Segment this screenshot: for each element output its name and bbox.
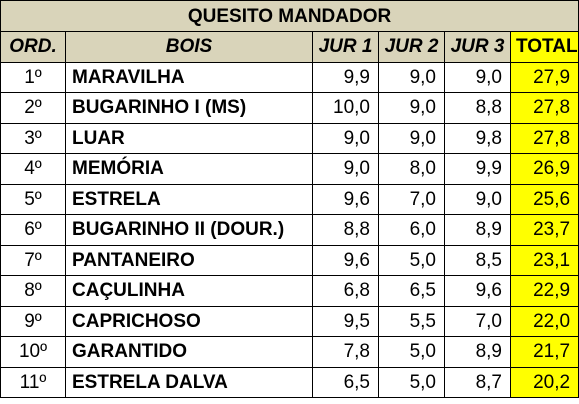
cell-jur1: 9,9 bbox=[312, 61, 379, 93]
cell-ord: 9º bbox=[0, 305, 66, 337]
header-jur3: JUR 3 bbox=[444, 31, 511, 63]
cell-jur3: 9,0 bbox=[444, 183, 511, 215]
cell-jur1: 9,0 bbox=[312, 153, 379, 185]
cell-total: 21,7 bbox=[509, 336, 579, 368]
table-row: 1º MARAVILHA 9,9 9,0 9,0 27,9 bbox=[0, 61, 579, 93]
header-ord: ORD. bbox=[0, 31, 66, 63]
cell-ord: 10º bbox=[0, 336, 66, 368]
table-row: 6º BUGARINHO II (DOUR.) 8,8 6,0 8,9 23,7 bbox=[0, 214, 579, 246]
cell-jur3: 8,9 bbox=[444, 336, 511, 368]
table-title: QUESITO MANDADOR bbox=[0, 0, 579, 32]
table-row: 8º CAÇULINHA 6,8 6,5 9,6 22,9 bbox=[0, 275, 579, 307]
cell-total: 23,1 bbox=[509, 244, 579, 276]
table-row: 4º MEMÓRIA 9,0 8,0 9,9 26,9 bbox=[0, 153, 579, 185]
cell-jur1: 9,6 bbox=[312, 183, 379, 215]
cell-jur3: 9,8 bbox=[444, 122, 511, 154]
table-row: 11º ESTRELA DALVA 6,5 5,0 8,7 20,2 bbox=[0, 366, 579, 398]
cell-jur1: 7,8 bbox=[312, 336, 379, 368]
cell-total: 26,9 bbox=[509, 153, 579, 185]
header-bois: BOIS bbox=[65, 31, 313, 63]
header-jur1: JUR 1 bbox=[312, 31, 379, 63]
cell-jur2: 5,5 bbox=[378, 305, 445, 337]
cell-bois: ESTRELA bbox=[65, 183, 313, 215]
cell-jur3: 8,8 bbox=[444, 92, 511, 124]
cell-ord: 7º bbox=[0, 244, 66, 276]
cell-jur1: 6,8 bbox=[312, 275, 379, 307]
cell-jur2: 5,0 bbox=[378, 336, 445, 368]
cell-bois: PANTANEIRO bbox=[65, 244, 313, 276]
title-row: QUESITO MANDADOR bbox=[0, 0, 579, 32]
cell-ord: 6º bbox=[0, 214, 66, 246]
cell-total: 27,8 bbox=[509, 122, 579, 154]
cell-jur2: 9,0 bbox=[378, 122, 445, 154]
cell-jur1: 9,5 bbox=[312, 305, 379, 337]
cell-ord: 2º bbox=[0, 92, 66, 124]
cell-jur1: 9,6 bbox=[312, 244, 379, 276]
cell-ord: 1º bbox=[0, 61, 66, 93]
header-row: ORD. BOIS JUR 1 JUR 2 JUR 3 TOTAL bbox=[0, 31, 579, 63]
cell-jur3: 9,6 bbox=[444, 275, 511, 307]
cell-jur2: 8,0 bbox=[378, 153, 445, 185]
cell-jur2: 9,0 bbox=[378, 92, 445, 124]
cell-total: 22,9 bbox=[509, 275, 579, 307]
cell-total: 23,7 bbox=[509, 214, 579, 246]
cell-jur3: 9,0 bbox=[444, 61, 511, 93]
cell-ord: 4º bbox=[0, 153, 66, 185]
cell-bois: CAÇULINHA bbox=[65, 275, 313, 307]
table-row: 9º CAPRICHOSO 9,5 5,5 7,0 22,0 bbox=[0, 305, 579, 337]
table-row: 2º BUGARINHO I (MS) 10,0 9,0 8,8 27,8 bbox=[0, 92, 579, 124]
cell-jur1: 10,0 bbox=[312, 92, 379, 124]
cell-bois: MARAVILHA bbox=[65, 61, 313, 93]
cell-jur3: 7,0 bbox=[444, 305, 511, 337]
cell-bois: CAPRICHOSO bbox=[65, 305, 313, 337]
cell-ord: 3º bbox=[0, 122, 66, 154]
cell-total: 27,9 bbox=[509, 61, 579, 93]
cell-total: 27,8 bbox=[509, 92, 579, 124]
cell-ord: 8º bbox=[0, 275, 66, 307]
cell-bois: ESTRELA DALVA bbox=[65, 366, 313, 398]
cell-bois: MEMÓRIA bbox=[65, 153, 313, 185]
cell-ord: 5º bbox=[0, 183, 66, 215]
cell-jur2: 5,0 bbox=[378, 244, 445, 276]
cell-jur2: 7,0 bbox=[378, 183, 445, 215]
cell-jur2: 9,0 bbox=[378, 61, 445, 93]
table-row: 3º LUAR 9,0 9,0 9,8 27,8 bbox=[0, 122, 579, 154]
cell-jur2: 6,5 bbox=[378, 275, 445, 307]
cell-jur2: 5,0 bbox=[378, 366, 445, 398]
cell-jur2: 6,0 bbox=[378, 214, 445, 246]
table-row: 7º PANTANEIRO 9,6 5,0 8,5 23,1 bbox=[0, 244, 579, 276]
header-total: TOTAL bbox=[509, 31, 579, 63]
cell-bois: GARANTIDO bbox=[65, 336, 313, 368]
cell-jur1: 6,5 bbox=[312, 366, 379, 398]
cell-jur3: 8,7 bbox=[444, 366, 511, 398]
cell-total: 22,0 bbox=[509, 305, 579, 337]
cell-bois: LUAR bbox=[65, 122, 313, 154]
cell-jur3: 8,5 bbox=[444, 244, 511, 276]
cell-jur3: 8,9 bbox=[444, 214, 511, 246]
cell-jur1: 8,8 bbox=[312, 214, 379, 246]
cell-total: 25,6 bbox=[509, 183, 579, 215]
cell-jur1: 9,0 bbox=[312, 122, 379, 154]
cell-total: 20,2 bbox=[509, 366, 579, 398]
cell-bois: BUGARINHO I (MS) bbox=[65, 92, 313, 124]
cell-jur3: 9,9 bbox=[444, 153, 511, 185]
cell-bois: BUGARINHO II (DOUR.) bbox=[65, 214, 313, 246]
table-row: 5º ESTRELA 9,6 7,0 9,0 25,6 bbox=[0, 183, 579, 215]
header-jur2: JUR 2 bbox=[378, 31, 445, 63]
table-row: 10º GARANTIDO 7,8 5,0 8,9 21,7 bbox=[0, 336, 579, 368]
cell-ord: 11º bbox=[0, 366, 66, 398]
table-body: 1º MARAVILHA 9,9 9,0 9,0 27,9 2º BUGARINHO I (M… bbox=[0, 61, 579, 398]
